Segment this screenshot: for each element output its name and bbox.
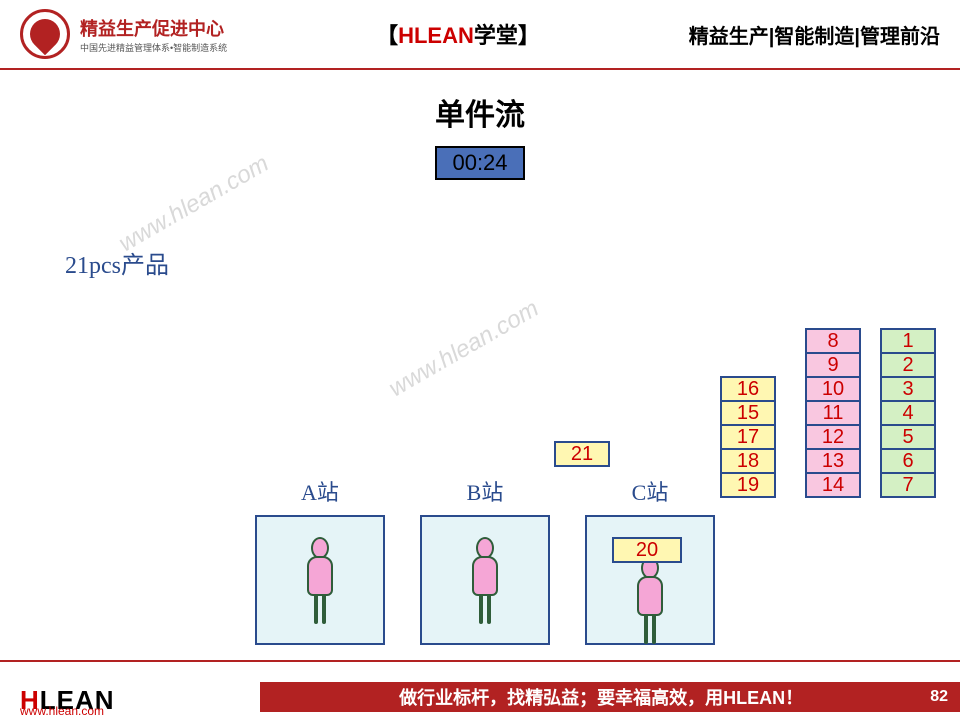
chip-16: 16 <box>720 376 776 402</box>
watermark: www.hlean.com <box>114 150 274 258</box>
header: 精益生产促进中心 中国先进精益管理体系•智能制造系统 【HLEAN学堂】 精益生… <box>0 0 960 70</box>
chip-14: 14 <box>805 472 861 498</box>
chip-3: 3 <box>880 376 936 402</box>
chip-2: 2 <box>880 352 936 378</box>
station-c-label: C站 <box>632 475 669 507</box>
chip-11: 11 <box>805 400 861 426</box>
footer-divider <box>0 660 960 662</box>
stack-pink: 891011121314 <box>805 328 861 498</box>
timer-display: 00:24 <box>435 146 525 180</box>
station-a-box <box>255 515 385 645</box>
station-b-box <box>420 515 550 645</box>
chip-6: 6 <box>880 448 936 474</box>
page-number: 82 <box>930 688 948 706</box>
footer-slogan: 做行业标杆，找精弘益；要幸福高效，用HLEAN！ <box>272 684 930 710</box>
header-center: 【HLEAN学堂】 <box>227 18 689 50</box>
stack-green: 1234567 <box>880 328 936 498</box>
chip-1: 1 <box>880 328 936 354</box>
chip-4: 4 <box>880 400 936 426</box>
bracket-left: 【 <box>376 23 398 48</box>
stations-row: A站 B站 21 C站 20 <box>255 475 715 645</box>
logo-sub-text: 中国先进精益管理体系•智能制造系统 <box>80 41 227 54</box>
person-icon <box>635 557 665 644</box>
footer: HLEAN www.hlean.com 做行业标杆，找精弘益；要幸福高效，用HL… <box>0 680 960 720</box>
station-a: A站 <box>255 475 385 645</box>
footer-url: www.hlean.com <box>20 704 104 718</box>
header-brand: HLEAN <box>398 23 474 48</box>
logo-main-text: 精益生产促进中心 <box>80 15 227 41</box>
chip-17: 17 <box>720 424 776 450</box>
bracket-right: 】 <box>518 23 540 48</box>
station-a-label: A站 <box>301 475 339 507</box>
logo-icon <box>20 9 70 59</box>
chip-15: 15 <box>720 400 776 426</box>
station-c: C站 20 <box>585 475 715 645</box>
chip-10: 10 <box>805 376 861 402</box>
chip-12: 12 <box>805 424 861 450</box>
chip-13: 13 <box>805 448 861 474</box>
stack-yellow: 1615171819 <box>720 376 776 498</box>
station-b-label: B站 <box>467 475 504 507</box>
page-title: 单件流 <box>0 90 960 134</box>
chip-18: 18 <box>720 448 776 474</box>
person-icon <box>305 537 335 624</box>
header-right: 精益生产|智能制造|管理前沿 <box>689 20 940 49</box>
header-brand-suffix: 学堂 <box>474 23 518 48</box>
person-icon <box>470 537 500 624</box>
chip-20: 20 <box>612 537 682 563</box>
chip-21: 21 <box>554 441 610 467</box>
watermark: www.hlean.com <box>384 295 544 403</box>
chip-5: 5 <box>880 424 936 450</box>
chip-7: 7 <box>880 472 936 498</box>
logo-area: 精益生产促进中心 中国先进精益管理体系•智能制造系统 <box>20 9 227 59</box>
chip-8: 8 <box>805 328 861 354</box>
station-b: B站 21 <box>420 475 550 645</box>
footer-bar: 做行业标杆，找精弘益；要幸福高效，用HLEAN！ 82 <box>260 682 960 712</box>
chip-19: 19 <box>720 472 776 498</box>
product-count: 21pcs产品 <box>65 245 169 280</box>
station-c-box: 20 <box>585 515 715 645</box>
chip-9: 9 <box>805 352 861 378</box>
